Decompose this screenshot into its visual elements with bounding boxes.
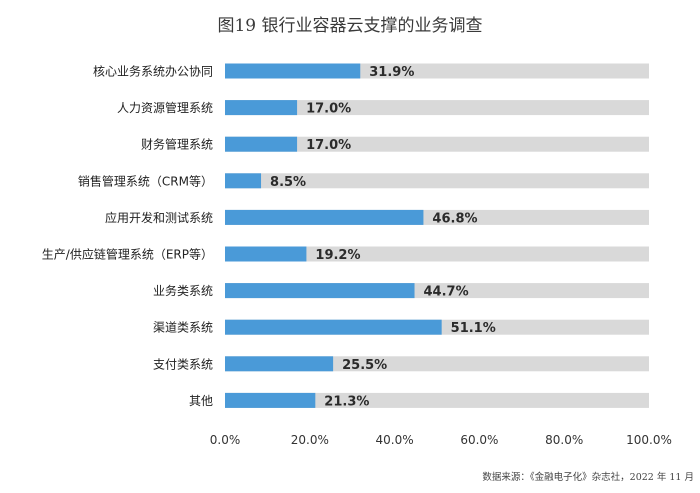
bar-row: 核心业务系统办公协同 31.9% [93,63,649,80]
value-label: 44.7% [424,285,469,300]
bar-row: 支付类系统 25.5% [153,356,649,373]
chart-title: 图19 银行业容器云支撑的业务调查 [217,16,482,36]
category-label: 生产/供应链管理系统（ERP等） [42,247,213,262]
bar [225,319,442,335]
source-note: 数据来源：《金融电子化》杂志社，2022 年 11 月 [482,471,694,483]
bar-track [225,392,649,408]
bar-row: 财务管理系统 17.0% [141,136,649,153]
bar [225,392,316,408]
bar-row: 业务类系统 44.7% [153,283,649,300]
bar [225,136,298,152]
bar [225,100,298,116]
value-label: 21.3% [324,394,369,409]
bar-row: 其他 21.3% [189,392,649,409]
value-label: 17.0% [306,138,351,153]
bar [225,356,334,372]
x-tick-label: 0.0% [210,433,241,447]
bar-rows: 核心业务系统办公协同 31.9% 人力资源管理系统 17.0% 财务管理系统 17.0% 销… [42,63,649,409]
category-label: 其他 [189,394,213,408]
category-label: 业务类系统 [153,283,213,298]
category-label: 渠道类系统 [153,321,213,335]
bar-track [225,136,649,152]
bar-row: 应用开发和测试系统 46.8% [105,209,649,226]
value-label: 46.8% [432,211,477,226]
x-tick-label: 80.0% [545,433,583,447]
bar [225,63,361,79]
x-tick-label: 60.0% [460,433,498,447]
x-tick-label: 100.0% [626,433,672,447]
bar [225,173,262,189]
category-label: 销售管理系统（CRM等） [78,173,213,188]
category-label: 应用开发和测试系统 [105,210,213,225]
bar [225,246,307,262]
value-label: 8.5% [270,175,306,190]
value-label: 31.9% [369,65,414,80]
category-label: 核心业务系统办公协同 [93,64,213,79]
bar-track [225,246,649,262]
value-label: 19.2% [315,248,360,263]
category-label: 人力资源管理系统 [117,100,213,115]
bar-track [225,100,649,116]
x-tick-label: 20.0% [291,433,329,447]
value-label: 17.0% [306,102,351,117]
bar-row: 渠道类系统 51.1% [153,319,649,336]
bar [225,283,415,299]
bar-row: 生产/供应链管理系统（ERP等） 19.2% [42,246,649,263]
value-label: 51.1% [451,321,496,336]
bar-track [225,173,649,189]
value-label: 25.5% [342,358,387,373]
bar [225,209,424,225]
bar-row: 人力资源管理系统 17.0% [117,100,649,117]
bar-row: 销售管理系统（CRM等） 8.5% [78,173,649,190]
category-label: 支付类系统 [153,357,213,371]
category-label: 财务管理系统 [141,137,213,152]
x-tick-label: 40.0% [376,433,414,447]
x-axis: 0.0% 20.0% 40.0% 60.0% 80.0% 100.0% [210,433,672,447]
